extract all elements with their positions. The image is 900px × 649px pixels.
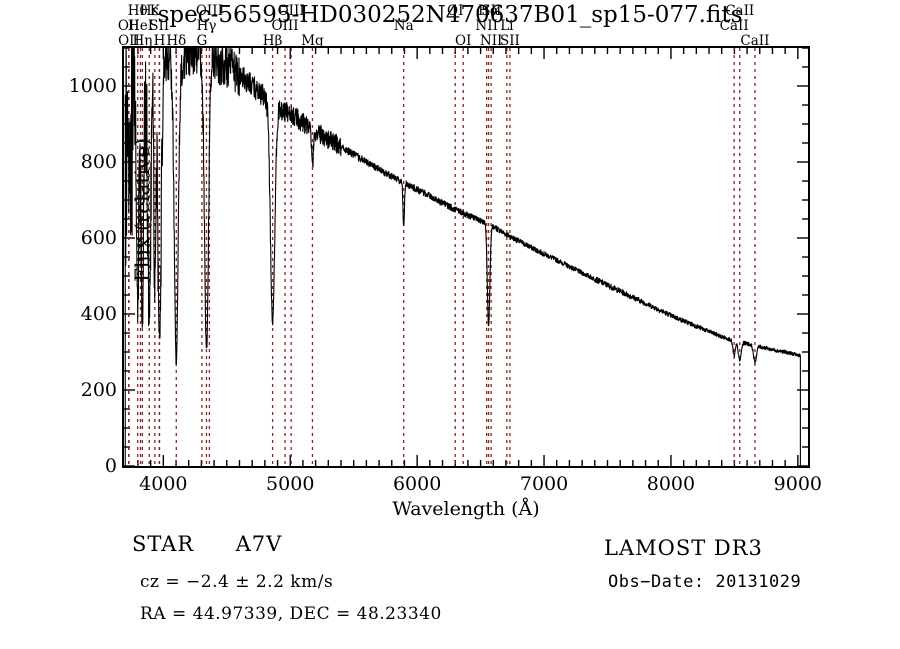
y-tick-label: 1000 — [68, 75, 117, 97]
y-tick-label: 0 — [104, 455, 117, 477]
object-class-value: STAR — [132, 532, 195, 556]
x-tick-label: 4000 — [139, 473, 188, 495]
footer-cz: cz = −2.4 ± 2.2 km/s — [140, 572, 334, 592]
spectral-line-label: Hα — [478, 3, 500, 19]
plot-frame: Flux (relative) 0 200 400 600 800 1000 4000 50… — [69, 4, 822, 495]
spectral-line-label: Hη — [132, 33, 153, 49]
spectral-line-label: CaII — [719, 18, 749, 34]
page-title: spec-56595-HD030252N470637B01_sp15-077.f… — [157, 2, 743, 28]
spectral-line-label: K — [149, 3, 160, 19]
spectral-line-label: Hβ — [262, 33, 283, 49]
spectral-line-label: OI — [455, 33, 472, 49]
spectral-line-label: CaII — [740, 33, 770, 49]
y-tick-label: 600 — [80, 227, 117, 249]
y-axis-label: Flux (relative) — [130, 138, 154, 282]
spectral-type-value: A7V — [235, 532, 283, 556]
spectral-line-label: Hγ — [196, 18, 217, 34]
spectral-line-label: OIII — [277, 3, 305, 19]
x-tick-label: 5000 — [266, 473, 315, 495]
footer-obs-date: Obs−Date: 20131029 — [608, 572, 802, 592]
spectral-line-label: NII — [479, 33, 503, 49]
spectral-line-label: Hθ — [127, 3, 148, 19]
spectral-line-label: HeI — [127, 18, 154, 34]
spectral-line-label: Na — [393, 18, 414, 34]
spectral-line-label: Li — [500, 18, 514, 34]
footer-coords: RA = 44.97339, DEC = 48.23340 — [140, 604, 442, 624]
y-tick-label: 200 — [80, 379, 117, 401]
x-tick-label: 8000 — [646, 473, 696, 495]
spectral-line-label: SII — [481, 3, 502, 19]
spectral-line-label: OII — [117, 18, 140, 34]
x-tick-label: 9000 — [773, 473, 823, 495]
y-tick-label: 800 — [80, 151, 117, 173]
spectrum-trace — [124, 48, 801, 466]
spectrum-svg — [124, 48, 808, 466]
spectral-line-label: Hδ — [166, 33, 187, 49]
y-tick-label: 400 — [80, 303, 117, 325]
footer-object-class: STAR A7V — [132, 532, 282, 556]
spectral-line-label: CaII — [725, 3, 755, 19]
spectral-line-label: Hε — [139, 3, 159, 19]
spectral-line-label: OIII — [195, 3, 223, 19]
spectral-line-label: OIII — [271, 18, 299, 34]
x-tick-label: 7000 — [519, 473, 569, 495]
spectral-line-label: OI — [447, 3, 464, 19]
spectral-line-label: Mg — [301, 33, 324, 49]
spectral-line-label: OII — [118, 33, 140, 49]
spectral-line-label: G — [196, 33, 208, 49]
spectral-line-label: SII — [499, 33, 520, 49]
spectral-line-label: NII — [475, 18, 498, 34]
spectral-line-label: H — [153, 33, 166, 49]
footer-survey: LAMOST DR3 — [604, 536, 763, 560]
x-axis-label: Wavelength (Å) — [392, 498, 540, 520]
line-marker-group — [128, 48, 756, 466]
x-tick-label: 6000 — [392, 473, 442, 495]
spectral-line-label: SII — [149, 18, 170, 34]
plot-canvas — [124, 48, 808, 466]
axis-tick-marks — [124, 48, 808, 466]
